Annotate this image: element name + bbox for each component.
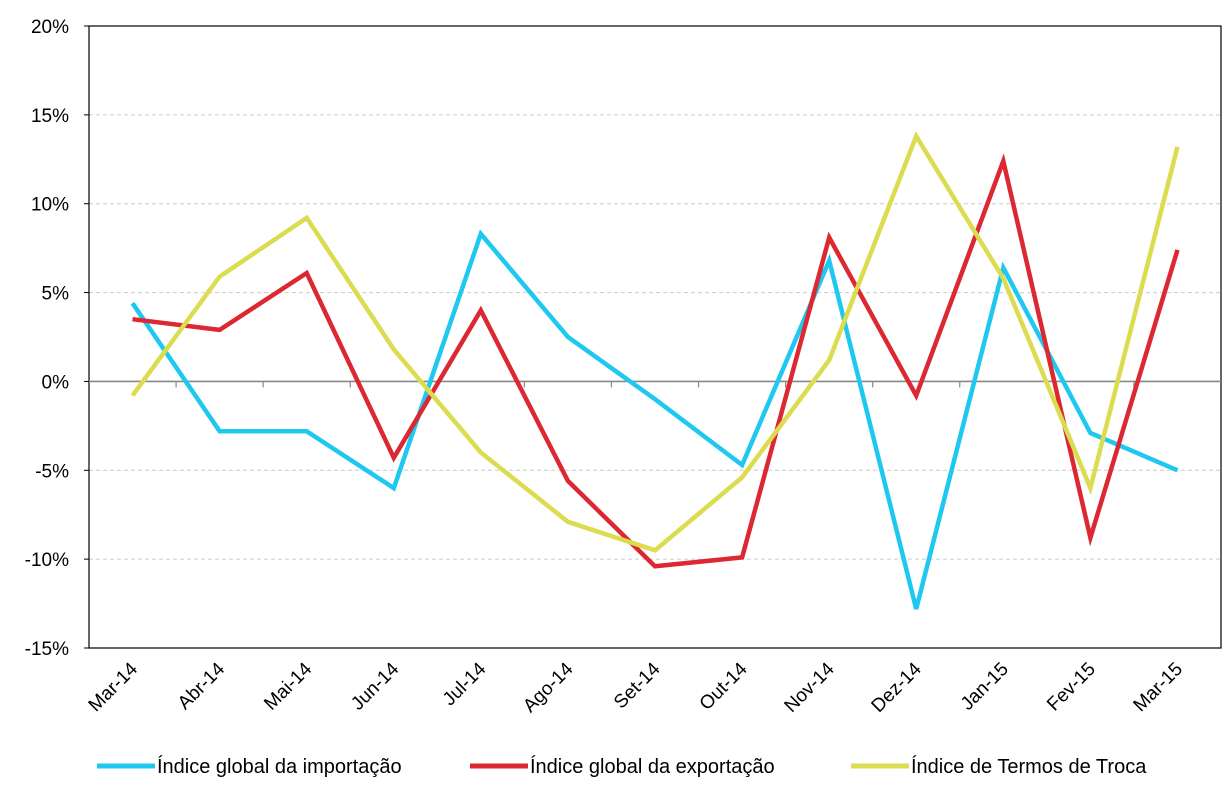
legend: Índice global da importação Índice global…	[97, 755, 1147, 778]
x-tick-label: Fev-15	[1043, 659, 1100, 716]
x-tick-label: Set-14	[610, 658, 665, 713]
x-tick-label: Dez-14	[868, 658, 926, 716]
x-tick-label: Mai-14	[260, 658, 316, 714]
series-line-1	[130, 229, 1179, 610]
y-tick-label: -5%	[35, 461, 69, 482]
plot-area-border	[88, 25, 1222, 649]
x-tick-label: Jun-14	[347, 658, 403, 714]
y-tick-label: -10%	[25, 550, 69, 571]
x-tick-label: Jul-14	[439, 658, 491, 710]
series-lines	[130, 131, 1180, 610]
y-tick-label: 0%	[42, 372, 70, 393]
y-axis-ticks: 20% 15% 10% 5% 0% -5% -10% -15%	[25, 17, 89, 660]
x-tick-label: Nov-14	[781, 658, 839, 716]
legend-label: Índice global da exportação	[530, 755, 775, 778]
y-tick-label: 10%	[31, 195, 69, 216]
x-tick-label: Mar-15	[1130, 659, 1187, 716]
x-tick-label: Jan-15	[957, 659, 1013, 715]
series-line-3	[130, 131, 1180, 553]
series-line-2	[132, 153, 1180, 569]
x-tick-label: Ago-14	[519, 658, 577, 716]
y-tick-label: 5%	[42, 284, 70, 305]
x-tick-label: Abr-14	[174, 658, 229, 713]
gridlines	[89, 114, 1221, 560]
legend-label: Índice de Termos de Troca	[911, 755, 1147, 778]
legend-label: Índice global da importação	[157, 755, 402, 778]
y-tick-label: 15%	[31, 106, 69, 127]
axes	[88, 25, 1222, 649]
x-tick-label: Out-14	[696, 658, 752, 714]
y-tick-label: -15%	[25, 639, 69, 660]
x-tick-label: Mar-14	[85, 658, 143, 716]
y-tick-label: 20%	[31, 17, 69, 38]
